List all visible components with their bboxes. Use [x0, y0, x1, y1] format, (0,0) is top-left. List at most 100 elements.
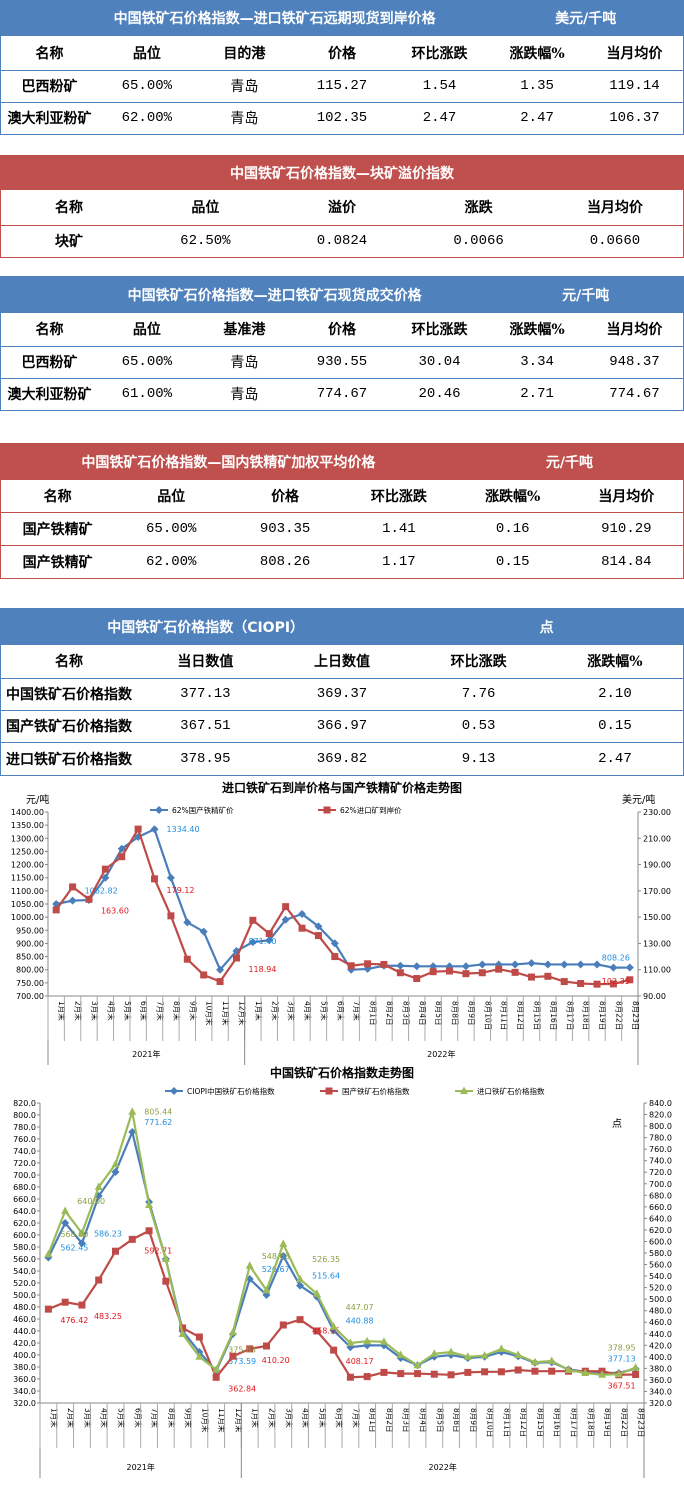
data-point [564, 1365, 573, 1373]
column-header: 目的港 [195, 36, 294, 71]
data-label: 1062.82 [85, 887, 118, 896]
y2-tick-label: 90.00 [643, 992, 666, 1001]
cell-value: 7.76 [410, 678, 547, 711]
y-tick-label: 1250.00 [11, 847, 44, 856]
x-group-label: 2022年 [428, 1462, 456, 1472]
y2-tick-label: 340.0 [649, 1387, 672, 1396]
row-name: 国产铁矿石价格指数 [0, 710, 138, 743]
data-label: 440.88 [346, 1316, 374, 1325]
data-label: 568.00 [60, 1230, 88, 1239]
x-tick-label: 3月末 [284, 1408, 294, 1428]
y-tick-label: 850.00 [16, 953, 44, 962]
table-row: 巴西粉矿 65.00% 青岛 930.55 30.04 3.34 948.37 [0, 346, 684, 379]
cell-value: 61.00% [98, 378, 196, 411]
y2-axis-label: 点 [612, 1118, 622, 1130]
cell-value: 0.0824 [273, 225, 411, 258]
data-point [397, 1370, 405, 1378]
y-tick-label: 360.0 [13, 1375, 36, 1384]
cell-value: 2.47 [546, 742, 684, 776]
data-point [494, 960, 503, 969]
data-point [447, 1371, 455, 1379]
data-point [560, 978, 568, 986]
data-point [145, 1200, 154, 1208]
legend-marker [155, 806, 163, 814]
y-tick-label: 500.0 [13, 1291, 36, 1300]
table-unit: 元/千吨 [562, 287, 610, 304]
data-point [117, 844, 126, 853]
column-header: 名称 [0, 36, 99, 71]
series-line-1 [55, 827, 630, 972]
x-tick-label: 8月5日 [434, 1001, 443, 1026]
cell-value: 367.51 [137, 710, 274, 743]
y-tick-label: 950.00 [16, 926, 44, 935]
data-point [216, 965, 225, 974]
cell-value: 65.00% [98, 346, 196, 379]
y2-tick-label: 660.0 [649, 1203, 672, 1212]
data-point [514, 1366, 522, 1374]
x-tick-label: 8月23日 [631, 1001, 640, 1030]
x-tick-label: 4月末 [301, 1408, 311, 1428]
cell-value: 948.37 [585, 346, 684, 379]
x-tick-label: 6月末 [139, 1001, 149, 1021]
row-name: 中国铁矿石价格指数 [0, 678, 138, 711]
data-point [446, 967, 454, 975]
data-point [413, 1360, 422, 1369]
data-point [44, 1305, 52, 1313]
cell-value: 910.29 [569, 512, 684, 546]
data-point [145, 1227, 153, 1235]
data-point [478, 969, 486, 977]
data-point [262, 1285, 271, 1294]
cell-value: 0.0660 [546, 225, 684, 258]
data-point [430, 1370, 438, 1378]
x-tick-label: 8月10日 [486, 1408, 495, 1437]
chart-title: 进口铁矿石到岸价格与国产铁精矿价格走势图 [222, 780, 462, 795]
x-tick-label: 8月17日 [570, 1408, 579, 1437]
y-tick-label: 380.0 [13, 1363, 36, 1372]
data-point [480, 1351, 489, 1359]
data-point [178, 1329, 187, 1337]
data-point [68, 896, 77, 905]
column-header: 环比涨跌 [390, 36, 489, 71]
y-tick-label: 700.0 [13, 1171, 36, 1180]
data-point [101, 865, 109, 873]
data-point [229, 1352, 237, 1360]
column-header: 名称 [0, 645, 138, 679]
cell-value: 2.10 [546, 678, 684, 711]
legend-label: 国产铁矿石价格指数 [342, 1086, 410, 1096]
column-header: 涨跌幅% [455, 480, 570, 513]
y-tick-label: 750.00 [16, 979, 44, 988]
x-tick-label: 5月末 [123, 1001, 133, 1021]
data-point [279, 1321, 287, 1329]
y2-tick-label: 760.0 [649, 1145, 672, 1154]
x-tick-label: 11月末 [221, 1001, 231, 1026]
data-point [61, 1206, 70, 1214]
column-header: 品位 [98, 36, 196, 71]
table-row: 澳大利亚粉矿 62.00% 青岛 102.35 2.47 2.47 106.37 [0, 102, 684, 135]
table-title: 中国铁矿石价格指数—进口铁矿石远期现货到岸价格 [113, 11, 436, 27]
x-tick-label: 8月3日 [401, 1001, 410, 1026]
x-tick-label: 10月末 [200, 1408, 210, 1433]
data-label: 562.45 [60, 1244, 88, 1253]
series-line-2 [47, 1229, 636, 1380]
y-tick-label: 340.0 [13, 1387, 36, 1396]
data-label: 586.23 [94, 1229, 122, 1238]
x-tick-label: 2月末 [268, 1408, 278, 1428]
row-name: 巴西粉矿 [0, 70, 99, 103]
data-label: 375.63 [228, 1346, 256, 1355]
x-tick-label: 2月末 [74, 1001, 84, 1021]
y2-tick-label: 840.0 [649, 1099, 672, 1108]
cell-value: 1.17 [341, 545, 456, 579]
x-tick-label: 4月末 [106, 1001, 116, 1021]
x-tick-label: 8月9日 [467, 1001, 476, 1026]
data-point [481, 1368, 489, 1376]
data-label: 373.59 [228, 1357, 256, 1366]
x-tick-label: 9月末 [184, 1408, 194, 1428]
cell-value: 1.54 [390, 70, 489, 103]
x-tick-label: 8月12日 [519, 1408, 528, 1437]
x-tick-label: 8月1日 [369, 1001, 378, 1026]
series-line-1 [47, 1128, 636, 1375]
data-point [183, 918, 192, 927]
x-tick-label: 8月8日 [452, 1408, 461, 1433]
x-tick-label: 8月9日 [469, 1408, 478, 1433]
